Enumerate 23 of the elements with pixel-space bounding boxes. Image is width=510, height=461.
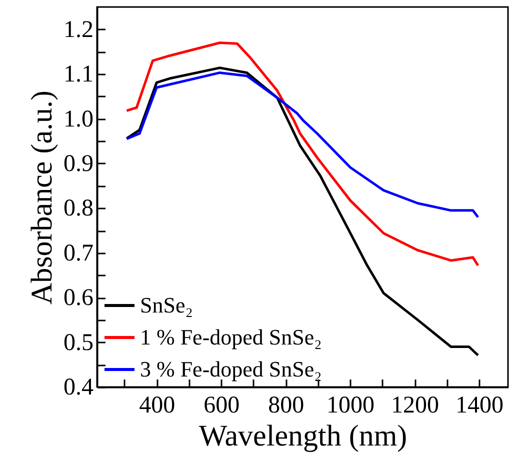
x-tick-label: 600 — [204, 392, 240, 418]
line-series — [125, 66, 480, 357]
y-tick-label: 1.1 — [64, 62, 94, 88]
x-tick-label: 1200 — [391, 392, 440, 418]
y-tick-label: 0.7 — [64, 240, 94, 266]
line-series — [125, 71, 480, 218]
legend-label: 1 % Fe-doped SnSe₂ — [140, 324, 322, 350]
line-series — [125, 42, 480, 267]
y-tick-label: 0.5 — [64, 330, 94, 356]
legend-label: SnSe₂ — [140, 292, 193, 318]
x-tick-label: 400 — [139, 392, 176, 418]
y-tick-label: 0.8 — [64, 196, 94, 222]
y-tick-label: 1.2 — [64, 16, 94, 43]
y-tick-label: 0.9 — [64, 150, 94, 177]
x-tick-label: 800 — [268, 392, 304, 418]
x-axis-title: Wavelength (nm) — [198, 420, 408, 452]
y-tick-label: 1.0 — [64, 106, 94, 132]
y-tick-label: 0.6 — [64, 285, 94, 312]
legend-label: 3 % Fe-doped SnSe₂ — [140, 356, 322, 382]
y-axis-title: Absorbance (a.u.) — [26, 90, 58, 305]
x-tick-label: 1400 — [455, 392, 504, 418]
x-tick-label: 1000 — [326, 392, 375, 418]
y-tick-label: 0.4 — [64, 374, 94, 400]
